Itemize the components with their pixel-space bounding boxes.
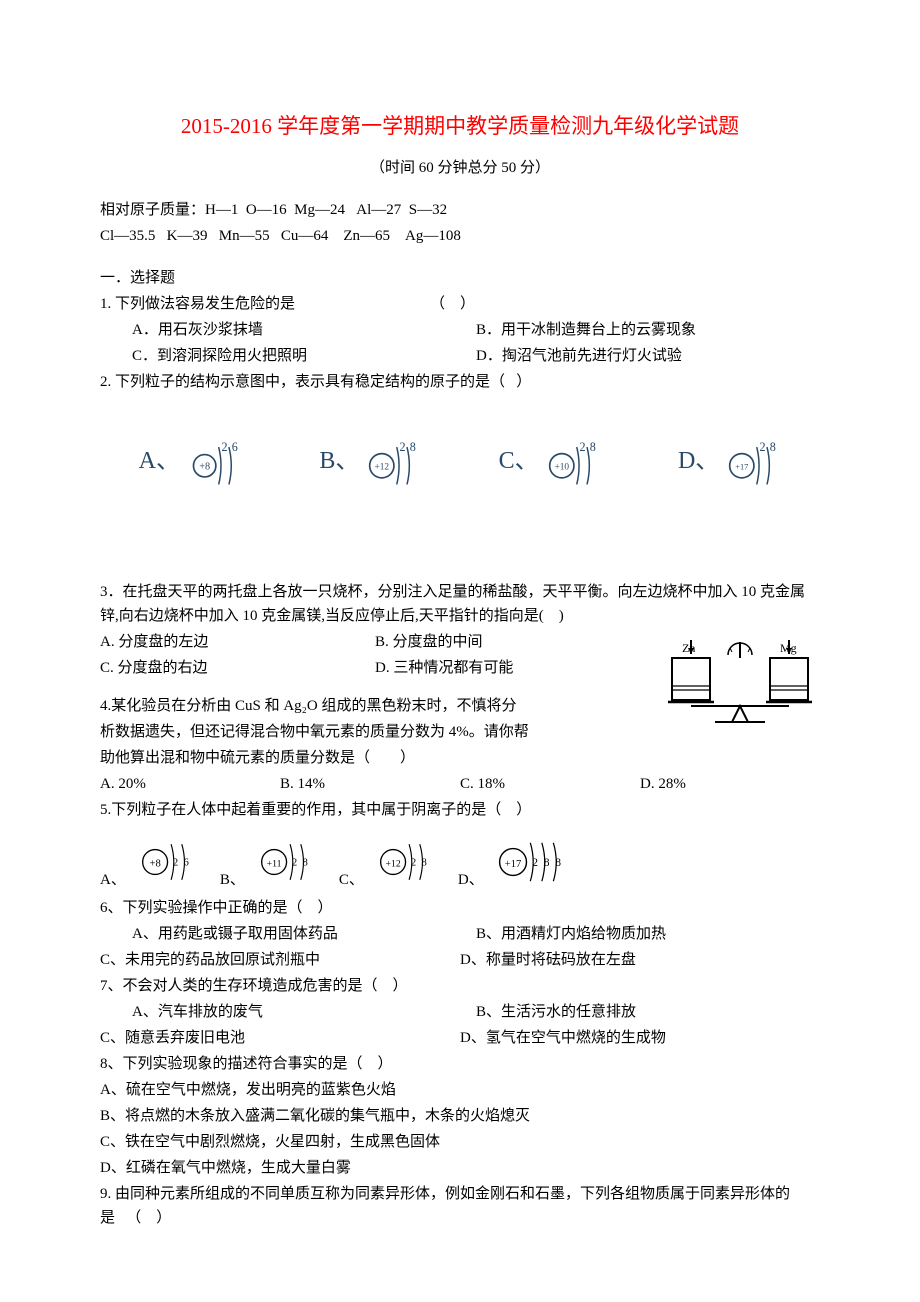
q5-atom-b-icon: +11 2 8 <box>251 832 331 892</box>
svg-text:2: 2 <box>579 439 585 453</box>
q9-stem: 9. 由同种元素所组成的不同单质互称为同素异形体，例如金刚石和石墨，下列各组物质… <box>100 1182 820 1230</box>
q1-stem: 1. 下列做法容易发生危险的是 （ ） <box>100 292 820 316</box>
svg-text:6: 6 <box>232 439 238 453</box>
svg-text:+8: +8 <box>199 461 210 472</box>
q6-opt-a: A、用药匙或镊子取用固体药品 <box>132 922 476 946</box>
svg-text:+11: +11 <box>267 858 282 869</box>
svg-text:8: 8 <box>421 857 426 868</box>
svg-text:8: 8 <box>410 439 416 453</box>
svg-text:+12: +12 <box>385 858 400 869</box>
q4-opt-d: D. 28% <box>640 772 820 796</box>
q5-options: A、 +8 2 6 B、 +11 2 8 C、 +12 2 8 <box>100 832 820 892</box>
q7-stem: 7、不会对人类的生存环境造成危害的是（ ） <box>100 974 820 998</box>
q2-label-c: C、 <box>499 442 539 480</box>
q2-label-d: D、 <box>678 442 719 480</box>
q3-opt-b: B. 分度盘的中间 <box>375 630 650 654</box>
q1-opt-d: D．掏沼气池前先进行灯火试验 <box>476 344 820 368</box>
q5-item-d: D、 +17 2 8 8 <box>458 832 586 892</box>
svg-text:2: 2 <box>411 857 416 868</box>
q6-opt-b: B、用酒精灯内焰给物质加热 <box>476 922 820 946</box>
q5-label-c: C、 <box>339 868 364 892</box>
svg-text:8: 8 <box>543 856 549 868</box>
q4-opt-c: C. 18% <box>460 772 640 796</box>
q2-atom-b-icon: +12 2 8 <box>365 432 421 492</box>
svg-text:2: 2 <box>760 439 766 453</box>
q4-opt-b: B. 14% <box>280 772 460 796</box>
svg-text:6: 6 <box>183 857 189 868</box>
q2-stem: 2. 下列粒子的结构示意图中，表示具有稳定结构的原子的是（ ） <box>100 370 820 394</box>
svg-text:+17: +17 <box>505 858 521 869</box>
q8-opt-d: D、红磷在氧气中燃烧，生成大量白雾 <box>100 1156 820 1180</box>
q2-atom-a-icon: +8 2 6 <box>186 432 242 492</box>
q5-stem: 5.下列粒子在人体中起着重要的作用，其中属于阴离子的是（ ） <box>100 798 820 822</box>
svg-text:+17: +17 <box>736 462 749 471</box>
q5-label-a: A、 <box>100 868 126 892</box>
svg-text:2: 2 <box>173 857 178 868</box>
q8-opt-b: B、将点燃的木条放入盛满二氧化碳的集气瓶中，木条的火焰熄灭 <box>100 1104 820 1128</box>
svg-text:8: 8 <box>302 857 307 868</box>
q3-opt-a: A. 分度盘的左边 <box>100 630 375 654</box>
q3-opt-c: C. 分度盘的右边 <box>100 656 375 680</box>
svg-text:2: 2 <box>400 439 406 453</box>
q4-opt-a: A. 20% <box>100 772 280 796</box>
q5-label-b: B、 <box>220 868 245 892</box>
atomic-mass-line1: 相对原子质量：H—1 O—16 Mg—24 Al—27 S—32 <box>100 198 820 222</box>
svg-text:8: 8 <box>555 856 561 868</box>
svg-text:2: 2 <box>221 439 227 453</box>
q8-opt-c: C、铁在空气中剧烈燃烧，火星四射，生成黑色固体 <box>100 1130 820 1154</box>
svg-text:8: 8 <box>589 439 595 453</box>
q5-atom-c-icon: +12 2 8 <box>370 832 450 892</box>
svg-text:+8: +8 <box>149 858 160 869</box>
q1-opt-a: A．用石灰沙浆抹墙 <box>132 318 476 342</box>
q5-label-d: D、 <box>458 868 484 892</box>
q8-stem: 8、下列实验现象的描述符合事实的是（ ） <box>100 1052 820 1076</box>
q2-option-a: A、 +8 2 6 <box>139 432 242 492</box>
q2-label-b: B、 <box>319 442 359 480</box>
q7-opt-b: B、生活污水的任意排放 <box>476 1000 820 1024</box>
exam-title: 2015-2016 学年度第一学期期中教学质量检测九年级化学试题 <box>100 110 820 144</box>
q2-diagrams: A、 +8 2 6 B、 +12 2 8 C、 +10 2 8 <box>100 412 820 512</box>
q3-balance-icon: Zn Mg <box>660 630 820 730</box>
q3-opt-d: D. 三种情况都有可能 <box>375 656 650 680</box>
exam-subtitle: （时间 60 分钟总分 50 分） <box>100 156 820 180</box>
svg-text:8: 8 <box>770 439 776 453</box>
svg-text:+12: +12 <box>375 462 390 472</box>
q2-option-c: C、 +10 2 8 <box>499 432 601 492</box>
svg-text:+10: +10 <box>554 462 569 472</box>
q3-options-row1: A. 分度盘的左边 B. 分度盘的中间 <box>100 630 650 654</box>
q7-row2: C、随意丢弃废旧电池 D、氢气在空气中燃烧的生成物 <box>100 1026 820 1050</box>
svg-text:2: 2 <box>292 857 297 868</box>
q5-atom-d-icon: +17 2 8 8 <box>490 832 586 892</box>
section-label: 一．选择题 <box>100 266 820 290</box>
q7-opt-d: D、氢气在空气中燃烧的生成物 <box>460 1026 820 1050</box>
q2-option-b: B、 +12 2 8 <box>319 432 421 492</box>
q2-atom-c-icon: +10 2 8 <box>545 432 601 492</box>
q3-options-row2: C. 分度盘的右边 D. 三种情况都有可能 <box>100 656 650 680</box>
q4-options: A. 20% B. 14% C. 18% D. 28% <box>100 772 820 796</box>
q6-row1: A、用药匙或镊子取用固体药品 B、用酒精灯内焰给物质加热 <box>100 922 820 946</box>
q2-atom-d-icon: +17 2 8 <box>725 432 781 492</box>
q1-options-row2: C．到溶洞探险用火把照明 D．掏沼气池前先进行灯火试验 <box>100 344 820 368</box>
q6-opt-c: C、未用完的药品放回原试剂瓶中 <box>100 948 460 972</box>
atomic-mass-line2: Cl—35.5 K—39 Mn—55 Cu—64 Zn—65 Ag—108 <box>100 224 820 248</box>
q5-item-c: C、 +12 2 8 <box>339 832 450 892</box>
q8-opt-a: A、硫在空气中燃烧，发出明亮的蓝紫色火焰 <box>100 1078 820 1102</box>
svg-text:2: 2 <box>532 856 538 868</box>
q5-item-b: B、 +11 2 8 <box>220 832 331 892</box>
q1-opt-b: B．用干冰制造舞台上的云雾现象 <box>476 318 820 342</box>
q7-row1: A、汽车排放的废气 B、生活污水的任意排放 <box>100 1000 820 1024</box>
q4-stem-line3: 助他算出混和物中硫元素的质量分数是（ ） <box>100 746 820 770</box>
q1-options-row1: A．用石灰沙浆抹墙 B．用干冰制造舞台上的云雾现象 <box>100 318 820 342</box>
q6-row2: C、未用完的药品放回原试剂瓶中 D、称量时将砝码放在左盘 <box>100 948 820 972</box>
q1-opt-c: C．到溶洞探险用火把照明 <box>132 344 476 368</box>
q3-stem: 3．在托盘天平的两托盘上各放一只烧杯，分别注入足量的稀盐酸，天平平衡。向左边烧杯… <box>100 580 820 628</box>
q5-item-a: A、 +8 2 6 <box>100 832 212 892</box>
q2-label-a: A、 <box>139 442 180 480</box>
q6-stem: 6、下列实验操作中正确的是（ ） <box>100 896 820 920</box>
q2-option-d: D、 +17 2 8 <box>678 432 781 492</box>
q5-atom-a-icon: +8 2 6 <box>132 832 212 892</box>
q6-opt-d: D、称量时将砝码放在左盘 <box>460 948 820 972</box>
q7-opt-c: C、随意丢弃废旧电池 <box>100 1026 460 1050</box>
q7-opt-a: A、汽车排放的废气 <box>132 1000 476 1024</box>
